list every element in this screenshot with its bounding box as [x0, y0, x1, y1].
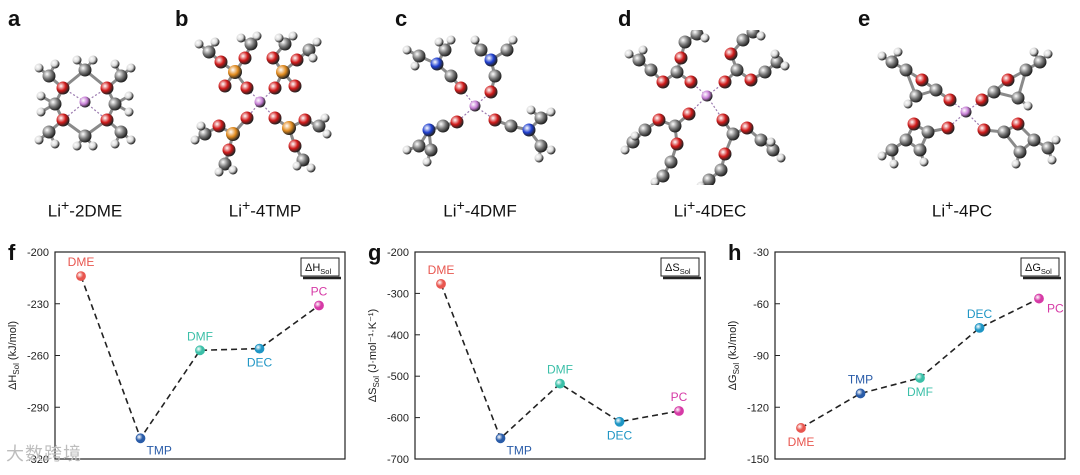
y-tick-label: -200: [27, 247, 49, 259]
data-point-dmf: [195, 345, 205, 356]
molecule-li-2dme: [34, 55, 136, 151]
chart-enthalpy: f -200 -230 -260 -290 -320 ΔHSol (kJ/mol) ΔHSol…: [7, 240, 346, 466]
y-tick-label: -90: [753, 351, 769, 363]
y-tick-label: -500: [387, 371, 409, 383]
series-line: [440, 283, 680, 440]
y-axis-label: ΔSSol (J·mol⁻¹·K⁻¹): [367, 309, 381, 402]
y-tick-label: -200: [387, 247, 409, 259]
plot-frame: [414, 251, 706, 460]
molecule-li-4tmp: [190, 31, 332, 177]
data-label-dme: DME: [68, 255, 95, 269]
molecule-label-c: Li+-4DMF: [443, 198, 517, 221]
legend-text: ΔGSol: [1025, 262, 1052, 276]
y-tick-label: -260: [27, 351, 49, 363]
watermark: 大数跨境: [6, 444, 82, 464]
data-label-pc: PC: [671, 390, 688, 404]
data-point-pc: [314, 300, 324, 311]
data-point-dmf: [555, 378, 565, 389]
data-label-tmp: TMP: [848, 372, 873, 386]
y-tick-label: -600: [387, 413, 409, 425]
plot-frame: [774, 251, 1066, 460]
data-label-dme: DME: [788, 435, 815, 449]
molecule-li-4dmf: [402, 35, 556, 167]
chart-entropy: g -200 -300 -400 -500 -600 -700 ΔSSol (J·mol⁻¹·…: [367, 240, 706, 466]
panel-letter-e: e: [858, 6, 871, 31]
series-line: [80, 275, 320, 441]
y-tick-label: -320: [27, 454, 49, 466]
panel-letter-f: f: [8, 240, 16, 265]
panel-letter-g: g: [368, 240, 381, 265]
y-axis-label: ΔGSol (kJ/mol): [727, 321, 741, 391]
data-point-dec: [614, 416, 625, 427]
data-label-pc: PC: [311, 284, 328, 298]
panel-letter-h: h: [728, 240, 741, 265]
legend-box: ΔHSol: [300, 257, 341, 280]
data-label-dec: DEC: [247, 356, 273, 370]
panel-letter-b: b: [175, 6, 189, 31]
data-label-dmf: DMF: [187, 329, 213, 343]
y-tick-label: -400: [387, 330, 409, 342]
panel-letter-d: d: [618, 6, 632, 31]
data-point-dmf: [915, 373, 925, 383]
data-label-dmf: DMF: [547, 363, 573, 377]
molecule-label-b: Li+-4TMP: [228, 198, 302, 221]
data-point-tmp: [855, 388, 866, 399]
y-tick-label: -60: [753, 299, 769, 311]
data-point-pc: [674, 406, 684, 416]
y-tick-label: -150: [747, 454, 769, 466]
legend-text: ΔHSol: [305, 262, 331, 276]
panel-letter-a: a: [8, 6, 21, 31]
data-label-dec: DEC: [967, 307, 993, 321]
data-point-tmp: [135, 433, 146, 444]
data-point-dec: [974, 323, 985, 333]
molecule-label-a: Li+-2DME: [47, 198, 123, 221]
data-point-dme: [796, 423, 806, 433]
data-point-pc: [1034, 293, 1044, 304]
legend-box: ΔGSol: [1020, 257, 1061, 280]
plot-frame: [54, 251, 346, 460]
data-point-dme: [436, 278, 446, 289]
y-tick-label: -230: [27, 299, 49, 311]
molecule-label-e: Li+-4PC: [931, 198, 993, 221]
series-line: [800, 297, 1040, 429]
data-label-tmp: TMP: [507, 443, 532, 457]
panel-letter-c: c: [395, 6, 408, 31]
data-point-dec: [254, 343, 265, 354]
y-tick-label: -120: [747, 402, 769, 414]
molecule-li-4pc: [877, 47, 1061, 169]
legend-box: ΔSSol: [660, 257, 701, 280]
chart-gibbs: h -30 -60 -90 -120 -150 ΔGSol (kJ/mol) ΔGSol DME…: [727, 240, 1066, 466]
data-label-dec: DEC: [607, 429, 633, 443]
y-tick-label: -700: [387, 454, 409, 466]
data-label-dmf: DMF: [907, 385, 933, 399]
data-label-pc: PC: [1047, 302, 1064, 316]
y-axis-label: ΔHSol (kJ/mol): [7, 321, 21, 390]
data-point-dme: [76, 271, 86, 282]
molecule-li-4dec: [620, 30, 790, 185]
y-tick-label: -30: [753, 247, 769, 259]
molecule-label-d: Li+-4DEC: [673, 198, 747, 221]
y-tick-label: -290: [27, 402, 49, 414]
legend-text: ΔSSol: [665, 262, 691, 276]
data-point-tmp: [495, 433, 506, 444]
y-tick-label: -300: [387, 288, 409, 300]
data-label-dme: DME: [428, 263, 455, 277]
data-label-tmp: TMP: [147, 443, 172, 457]
